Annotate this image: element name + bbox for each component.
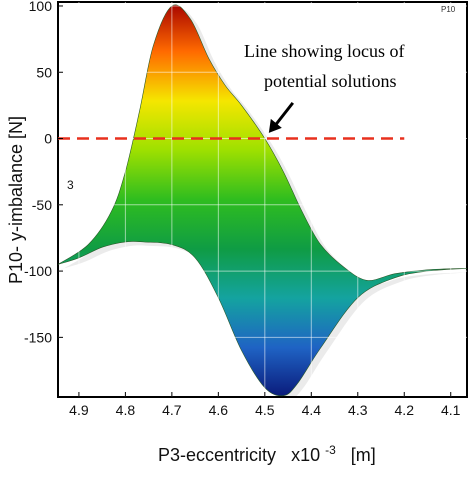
y-tick-label: -50 <box>32 197 52 213</box>
arrow-shaft <box>273 101 295 127</box>
y-tick-label: 100 <box>29 0 53 14</box>
x-tick-label: 4.6 <box>209 402 229 418</box>
x-axis-label-scale: x10 <box>291 445 320 465</box>
x-tick-label: 4.5 <box>255 402 275 418</box>
x-tick-label: 4.1 <box>441 402 461 418</box>
corner-label: P10 <box>441 5 456 14</box>
y-axis-label: P10- y-imbalance [N] <box>6 116 26 284</box>
y-tick-label: 50 <box>36 64 52 80</box>
annotation-line-1: Line showing locus of <box>244 41 404 61</box>
x-tick-label: 4.9 <box>69 402 89 418</box>
x-axis-label-unit: [m] <box>351 445 376 465</box>
annotation-arrow <box>268 101 295 133</box>
x-tick-label: 4.3 <box>348 402 368 418</box>
y-ticks: 100 50 0 -50 -100 -150 <box>24 0 63 345</box>
x-tick-label: 4.2 <box>395 402 415 418</box>
x-ticks: 4.9 4.8 4.7 4.6 4.5 4.4 4.3 4.2 4.1 <box>69 392 461 418</box>
x-tick-label: 4.7 <box>162 402 182 418</box>
x-axis-label-exponent: -3 <box>325 443 336 457</box>
y-tick-label: -150 <box>24 329 52 345</box>
y-tick-label: 0 <box>44 131 52 147</box>
x-tick-label: 4.8 <box>116 402 136 418</box>
x-axis-label-name: P3-eccentricity <box>158 445 276 465</box>
y-tick-label: -100 <box>24 263 52 279</box>
x-axis-label: P3-eccentricity x10 -3 [m] <box>158 438 376 465</box>
arrow-head <box>268 118 282 133</box>
stray-label: 3 <box>67 178 74 192</box>
annotation-line-2: potential solutions <box>264 71 397 91</box>
x-tick-label: 4.4 <box>302 402 322 418</box>
grid-overlay <box>58 2 467 397</box>
